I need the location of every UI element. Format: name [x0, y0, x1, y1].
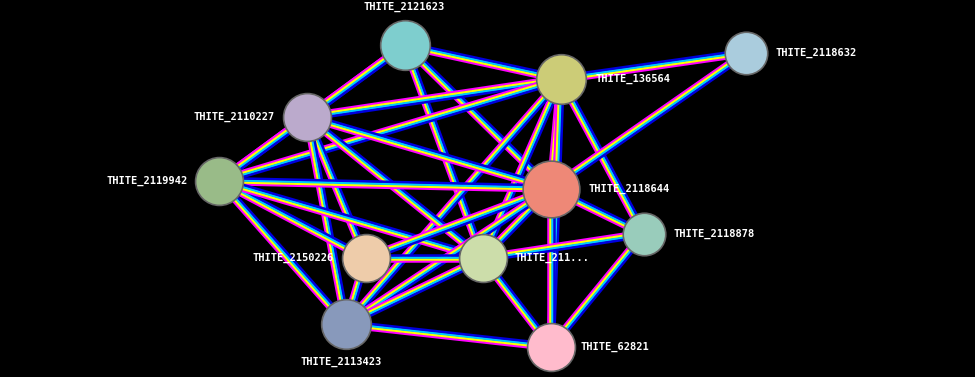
Point	[543, 344, 559, 350]
Point	[358, 255, 373, 261]
Point	[543, 185, 559, 192]
Text: THITE_2118632: THITE_2118632	[776, 48, 857, 58]
Point	[212, 178, 227, 184]
Text: THITE_2119942: THITE_2119942	[106, 176, 187, 186]
Point	[397, 42, 412, 48]
Text: THITE_62821: THITE_62821	[581, 342, 649, 352]
Text: THITE_136564: THITE_136564	[596, 74, 671, 84]
Point	[338, 321, 354, 327]
Text: THITE_2150226: THITE_2150226	[253, 253, 333, 264]
Text: THITE_211...: THITE_211...	[515, 253, 590, 264]
Text: THITE_2118878: THITE_2118878	[674, 228, 755, 239]
Text: THITE_2113423: THITE_2113423	[300, 357, 382, 367]
Point	[738, 50, 754, 56]
Point	[299, 114, 315, 120]
Text: THITE_2121623: THITE_2121623	[364, 2, 446, 12]
Point	[636, 231, 651, 237]
Text: THITE_2110227: THITE_2110227	[194, 112, 275, 122]
Text: THITE_2118644: THITE_2118644	[589, 183, 670, 194]
Point	[475, 255, 490, 261]
Point	[553, 76, 568, 82]
